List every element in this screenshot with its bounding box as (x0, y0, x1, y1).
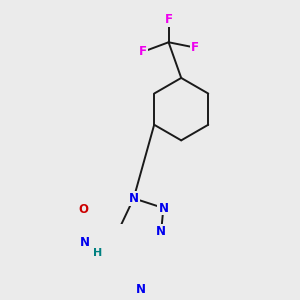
Text: F: F (139, 45, 147, 58)
Text: H: H (93, 248, 103, 258)
Text: N: N (136, 283, 146, 296)
Text: F: F (190, 41, 199, 54)
Text: N: N (156, 225, 166, 238)
Text: N: N (129, 192, 139, 205)
Text: N: N (80, 236, 90, 249)
Text: F: F (165, 14, 172, 26)
Text: N: N (158, 202, 168, 214)
Text: O: O (78, 203, 88, 216)
